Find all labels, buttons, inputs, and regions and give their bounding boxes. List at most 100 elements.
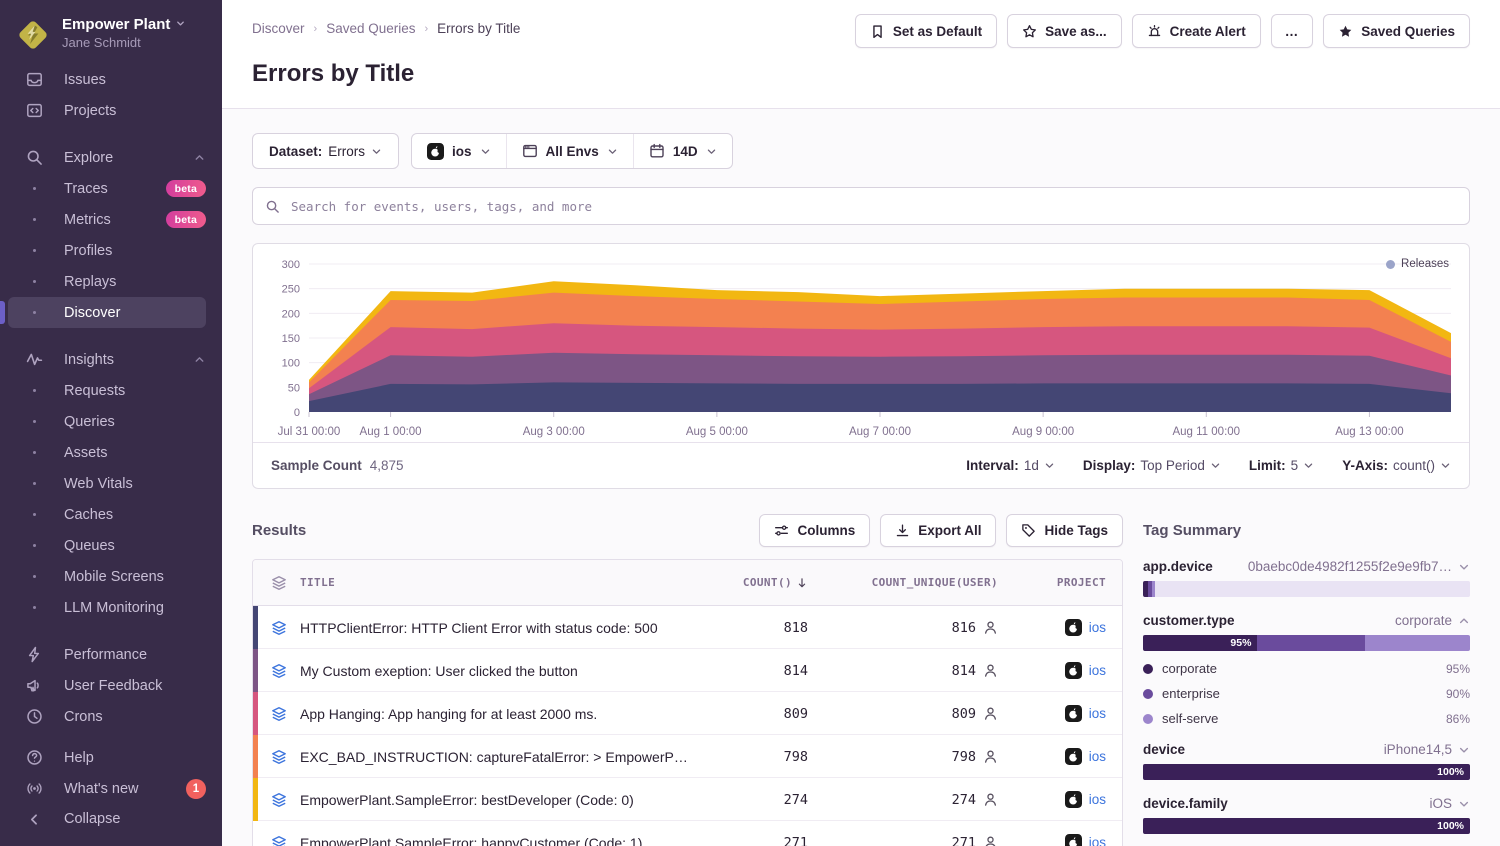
sidebar-item-crons[interactable]: Crons xyxy=(0,701,222,732)
layers-icon[interactable] xyxy=(258,663,300,679)
hide-tags-button[interactable]: Hide Tags xyxy=(1006,514,1123,547)
broadcast-icon xyxy=(26,780,43,797)
row-project-link[interactable]: ios xyxy=(1010,834,1122,846)
sidebar-item-requests[interactable]: Requests xyxy=(0,375,222,406)
sidebar-section-explore[interactable]: Explore xyxy=(0,142,222,173)
chart-control-limit[interactable]: Limit:5 xyxy=(1249,458,1314,473)
sidebar-section-insights[interactable]: Insights xyxy=(0,344,222,375)
export-all-button[interactable]: Export All xyxy=(880,514,996,547)
tag-distribution-bar[interactable] xyxy=(1143,581,1470,597)
sidebar-item-mobile-screens[interactable]: Mobile Screens xyxy=(0,561,222,592)
tag-legend-row[interactable]: corporate95% xyxy=(1143,661,1470,676)
column-header-count[interactable]: COUNT() xyxy=(700,576,820,589)
tag-legend-row[interactable]: self-serve86% xyxy=(1143,711,1470,726)
layers-icon[interactable] xyxy=(258,620,300,636)
sidebar-item-help[interactable]: Help xyxy=(0,742,222,773)
chart-panel: Releases 050100150200250300Jul 31 00:00A… xyxy=(252,243,1470,489)
layers-icon[interactable] xyxy=(258,792,300,808)
layers-icon[interactable] xyxy=(258,706,300,722)
column-header-project[interactable]: PROJECT xyxy=(1010,576,1122,589)
sidebar-item-discover[interactable]: Discover xyxy=(8,297,206,328)
sidebar-collapse-button[interactable]: Collapse xyxy=(0,800,222,846)
tag-distribution-bar[interactable]: 95% xyxy=(1143,635,1470,651)
dataset-selector[interactable]: Dataset: Errors xyxy=(252,133,399,169)
row-count-unique: 798 xyxy=(820,749,1010,765)
svg-text:Aug 9 00:00: Aug 9 00:00 xyxy=(1012,426,1074,438)
user-icon xyxy=(983,620,998,635)
row-title[interactable]: EmpowerPlant.SampleError: bestDeveloper … xyxy=(300,792,700,808)
sidebar-item-what-s-new[interactable]: What's new1 xyxy=(0,773,222,800)
sidebar-item-user-feedback[interactable]: User Feedback xyxy=(0,670,222,701)
row-title[interactable]: EXC_BAD_INSTRUCTION: captureFatalError: … xyxy=(300,749,700,765)
search-input[interactable] xyxy=(289,198,1457,215)
layers-icon[interactable] xyxy=(258,835,300,846)
sidebar-item-queues[interactable]: Queues xyxy=(0,530,222,561)
row-project-link[interactable]: ios xyxy=(1010,662,1122,679)
legend-dot xyxy=(1143,664,1153,674)
chart-legend[interactable]: Releases xyxy=(1386,258,1449,270)
sidebar-item-replays[interactable]: Replays xyxy=(0,266,222,297)
filter-row: Dataset: Errors ios All Envs xyxy=(252,133,1470,169)
sidebar-item-profiles[interactable]: Profiles xyxy=(0,235,222,266)
project-filter[interactable]: ios xyxy=(412,134,506,168)
columns-button[interactable]: Columns xyxy=(759,514,870,547)
legend-label: enterprise xyxy=(1162,686,1220,701)
layers-icon[interactable] xyxy=(258,749,300,765)
tag-value-toggle[interactable]: iPhone14,5 xyxy=(1384,742,1470,757)
create-alert-button[interactable]: Create Alert xyxy=(1132,14,1261,48)
tag-section-app-device: app.device0baebc0de4982f1255f2e9e9fb7… xyxy=(1143,559,1470,597)
chart-footer: Sample Count4,875 Interval:1dDisplay:Top… xyxy=(253,442,1469,488)
legend-label: self-serve xyxy=(1162,711,1218,726)
chart-control-y-axis[interactable]: Y-Axis:count() xyxy=(1342,458,1451,473)
tag-distribution-bar[interactable]: 100% xyxy=(1143,818,1470,834)
bookmark-icon xyxy=(870,24,885,39)
tag-section-device: deviceiPhone14,5100% xyxy=(1143,742,1470,780)
column-header-title[interactable]: TITLE xyxy=(300,576,700,589)
page-header: Discover › Saved Queries › Errors by Tit… xyxy=(222,0,1500,109)
row-title[interactable]: App Hanging: App hanging for at least 20… xyxy=(300,706,700,722)
sidebar-item-projects[interactable]: Projects xyxy=(0,95,222,126)
row-project-link[interactable]: ios xyxy=(1010,748,1122,765)
breadcrumb-discover[interactable]: Discover xyxy=(252,21,305,36)
tag-legend-row[interactable]: enterprise90% xyxy=(1143,686,1470,701)
tag-value-toggle[interactable]: iOS xyxy=(1429,796,1470,811)
row-title[interactable]: HTTPClientError: HTTP Client Error with … xyxy=(300,620,700,636)
sidebar-item-metrics[interactable]: Metricsbeta xyxy=(0,204,222,235)
date-range-filter[interactable]: 14D xyxy=(633,134,732,168)
row-project-link[interactable]: ios xyxy=(1010,705,1122,722)
tag-value-toggle[interactable]: 0baebc0de4982f1255f2e9e9fb7… xyxy=(1248,559,1470,574)
row-count: 274 xyxy=(700,792,820,808)
sidebar-item-assets[interactable]: Assets xyxy=(0,437,222,468)
bullet-icon xyxy=(26,575,43,578)
sidebar-item-traces[interactable]: Tracesbeta xyxy=(0,173,222,204)
tag-bar-segment: 95% xyxy=(1143,635,1257,651)
apple-icon xyxy=(1065,791,1082,808)
user-icon xyxy=(983,749,998,764)
row-project-link[interactable]: ios xyxy=(1010,791,1122,808)
sidebar-item-caches[interactable]: Caches xyxy=(0,499,222,530)
save-as-button[interactable]: Save as... xyxy=(1007,14,1122,48)
more-actions-button[interactable]: … xyxy=(1271,14,1314,48)
sidebar-item-llm-monitoring[interactable]: LLM Monitoring xyxy=(0,592,222,623)
chart-control-display[interactable]: Display:Top Period xyxy=(1083,458,1221,473)
org-switcher[interactable]: Empower Plant Jane Schmidt xyxy=(0,12,222,64)
set-as-default-button[interactable]: Set as Default xyxy=(855,14,997,48)
chart-control-interval[interactable]: Interval:1d xyxy=(966,458,1055,473)
row-project-link[interactable]: ios xyxy=(1010,619,1122,636)
column-header-count-unique[interactable]: COUNT_UNIQUE(USER) xyxy=(820,576,1010,589)
saved-queries-button[interactable]: Saved Queries xyxy=(1323,14,1470,48)
breadcrumb-saved-queries[interactable]: Saved Queries xyxy=(326,21,415,36)
star-filled-icon xyxy=(1338,24,1353,39)
sidebar-item-web-vitals[interactable]: Web Vitals xyxy=(0,468,222,499)
row-title[interactable]: My Custom exeption: User clicked the but… xyxy=(300,663,700,679)
sidebar-item-performance[interactable]: Performance xyxy=(0,639,222,670)
table-row: App Hanging: App hanging for at least 20… xyxy=(253,692,1122,735)
tag-distribution-bar[interactable]: 100% xyxy=(1143,764,1470,780)
row-title[interactable]: EmpowerPlant.SampleError: happyCustomer … xyxy=(300,835,700,846)
tag-value-toggle[interactable]: corporate xyxy=(1395,613,1470,628)
sidebar-nav: IssuesProjects ExploreTracesbetaMetricsbe… xyxy=(0,64,222,800)
sidebar-item-issues[interactable]: Issues xyxy=(0,64,222,95)
sidebar-item-queries[interactable]: Queries xyxy=(0,406,222,437)
environment-filter[interactable]: All Envs xyxy=(506,134,633,168)
stacked-area-chart[interactable]: 050100150200250300Jul 31 00:00Aug 1 00:0… xyxy=(269,256,1453,442)
